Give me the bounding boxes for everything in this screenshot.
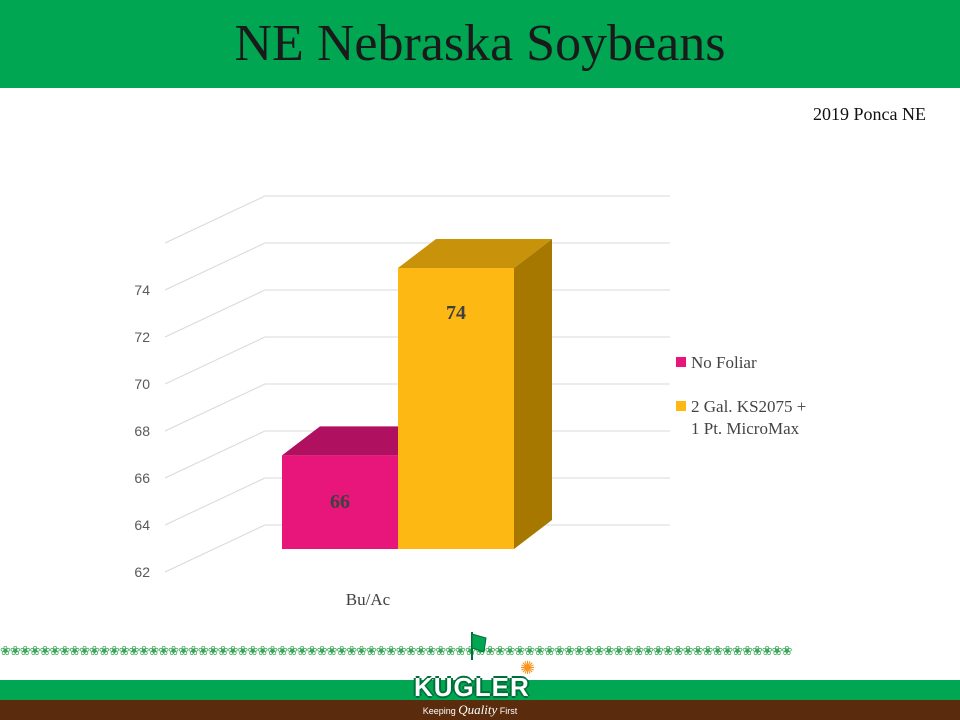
bar-top	[398, 239, 552, 268]
legend-swatch	[676, 401, 686, 411]
gridline-depth	[164, 430, 266, 479]
y-tick-label: 70	[134, 376, 150, 392]
gridline-depth	[164, 242, 266, 291]
footer-pattern: ❀❀❀❀❀❀❀❀❀❀❀❀❀❀❀❀❀❀❀❀❀❀❀❀❀❀❀❀❀❀❀❀❀❀❀❀❀❀❀❀…	[0, 646, 792, 659]
logo-brand: KUGLER	[414, 672, 530, 702]
gridline-depth	[164, 383, 266, 432]
y-tick-label: 74	[134, 282, 150, 298]
chart-subtitle: 2019 Ponca NE	[813, 104, 926, 124]
flag-icon	[471, 632, 487, 660]
kugler-logo: KUGLER Keeping Quality First ✺	[414, 630, 550, 720]
bar-side	[514, 239, 552, 549]
y-tick-label: 64	[134, 517, 150, 533]
logo-tagline: Keeping Quality First	[414, 702, 526, 718]
y-tick-label: 72	[134, 329, 150, 345]
y-tick-label: 62	[134, 564, 150, 580]
gridline-depth	[164, 195, 266, 244]
chart-legend: No Foliar 2 Gal. KS2075 + 1 Pt. MicroMax	[676, 352, 806, 462]
gridline-depth	[164, 289, 266, 338]
y-tick-label: 68	[134, 423, 150, 439]
sun-icon: ✺	[520, 658, 536, 678]
bar	[398, 268, 514, 549]
legend-label: 2 Gal. KS2075 + 1 Pt. MicroMax	[691, 397, 807, 438]
legend-label: No Foliar	[691, 353, 757, 372]
x-category-label: Bu/Ac	[346, 590, 391, 609]
bars: 66 74	[282, 239, 552, 549]
tagline-quality: Quality	[458, 702, 498, 717]
x-axis-categories: Bu/Ac	[346, 590, 391, 609]
legend-item-ks2075-micromax: 2 Gal. KS2075 + 1 Pt. MicroMax	[676, 396, 806, 440]
footer-brown-band	[0, 700, 960, 720]
bar	[282, 455, 398, 549]
tagline-prefix: Keeping	[422, 706, 456, 716]
bar-data-label: 74	[446, 302, 466, 324]
bar-data-label: 66	[330, 491, 350, 513]
y-tick-label: 66	[134, 470, 150, 486]
gridline-depth	[164, 336, 266, 385]
y-axis-ticks: 62 64 66 68 70 72 74	[134, 282, 150, 580]
bar-top	[282, 426, 436, 456]
title-bar	[0, 0, 960, 88]
footer-green-band	[0, 680, 960, 700]
bar-chart: 62 64 66 68 70 72 74 66 74 Bu/Ac	[134, 195, 670, 609]
legend-swatch	[676, 357, 686, 367]
gridline-depth	[164, 477, 266, 526]
page-title: NE Nebraska Soybeans	[234, 15, 726, 72]
tagline-suffix: First	[499, 706, 518, 716]
legend-item-no-foliar: No Foliar	[676, 352, 806, 374]
gridline-depth	[164, 524, 266, 573]
